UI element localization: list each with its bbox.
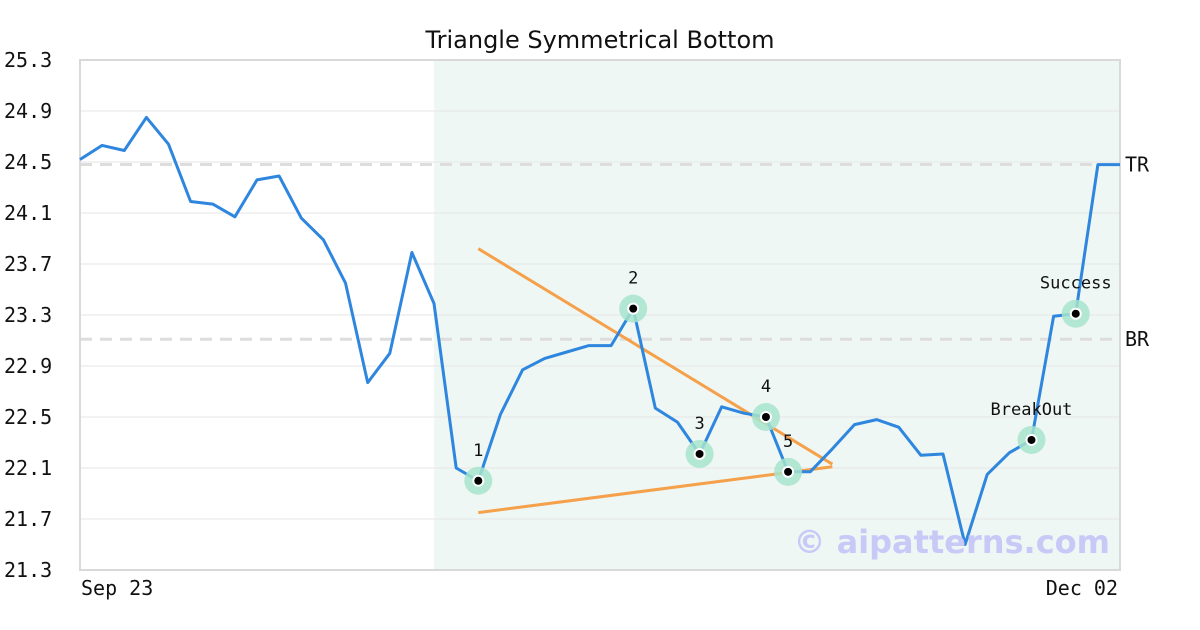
plot-frame <box>79 59 1121 571</box>
level-label: TR <box>1125 153 1150 177</box>
x-tick-label: Sep 23 <box>81 576 153 600</box>
y-tick-label: 22.9 <box>4 354 52 378</box>
y-tick-label: 24.5 <box>4 150 52 174</box>
marker-dot <box>695 449 704 458</box>
marker-dot <box>629 304 638 313</box>
x-axis: Sep 23 Dec 02 <box>81 576 1118 600</box>
marker-label: 5 <box>783 432 793 452</box>
y-axis: 21.3 21.7 22.1 22.5 22.9 23.3 23.7 24.1 24.5 24.9… <box>4 48 52 582</box>
x-tick-label: Dec 02 <box>1046 576 1118 600</box>
y-tick-label: 22.5 <box>4 405 52 429</box>
marker-label: 1 <box>473 441 483 461</box>
y-tick-label: 24.1 <box>4 201 52 225</box>
pattern-line <box>478 465 833 515</box>
marker-dot <box>784 467 793 476</box>
marker-dot <box>474 476 483 485</box>
price-line <box>79 115 1120 546</box>
y-tick-label: 23.7 <box>4 252 52 276</box>
marker-label: 2 <box>628 269 638 289</box>
marker-label: Success <box>1040 274 1112 294</box>
y-tick-label: 21.3 <box>4 558 52 582</box>
pattern-markers: 1 2 3 4 5 BreakOut Success <box>464 269 1112 495</box>
watermark: © aipatterns.com <box>793 523 1110 561</box>
y-tick-label: 22.1 <box>4 456 52 480</box>
y-tick-label: 21.7 <box>4 507 52 531</box>
marker-dot <box>761 413 770 421</box>
y-tick-label: 24.9 <box>4 99 52 123</box>
chart-title: Triangle Symmetrical Bottom <box>424 26 774 54</box>
marker-label: 3 <box>694 414 704 434</box>
marker-label: 4 <box>761 377 771 397</box>
marker-dot <box>1071 309 1080 318</box>
marker-label: BreakOut <box>991 400 1073 420</box>
y-tick-label: 25.3 <box>4 48 52 72</box>
marker-dot <box>1027 435 1036 444</box>
level-label: BR <box>1125 327 1150 351</box>
y-tick-label: 23.3 <box>4 303 52 327</box>
level-lines: TR BR <box>80 153 1150 351</box>
